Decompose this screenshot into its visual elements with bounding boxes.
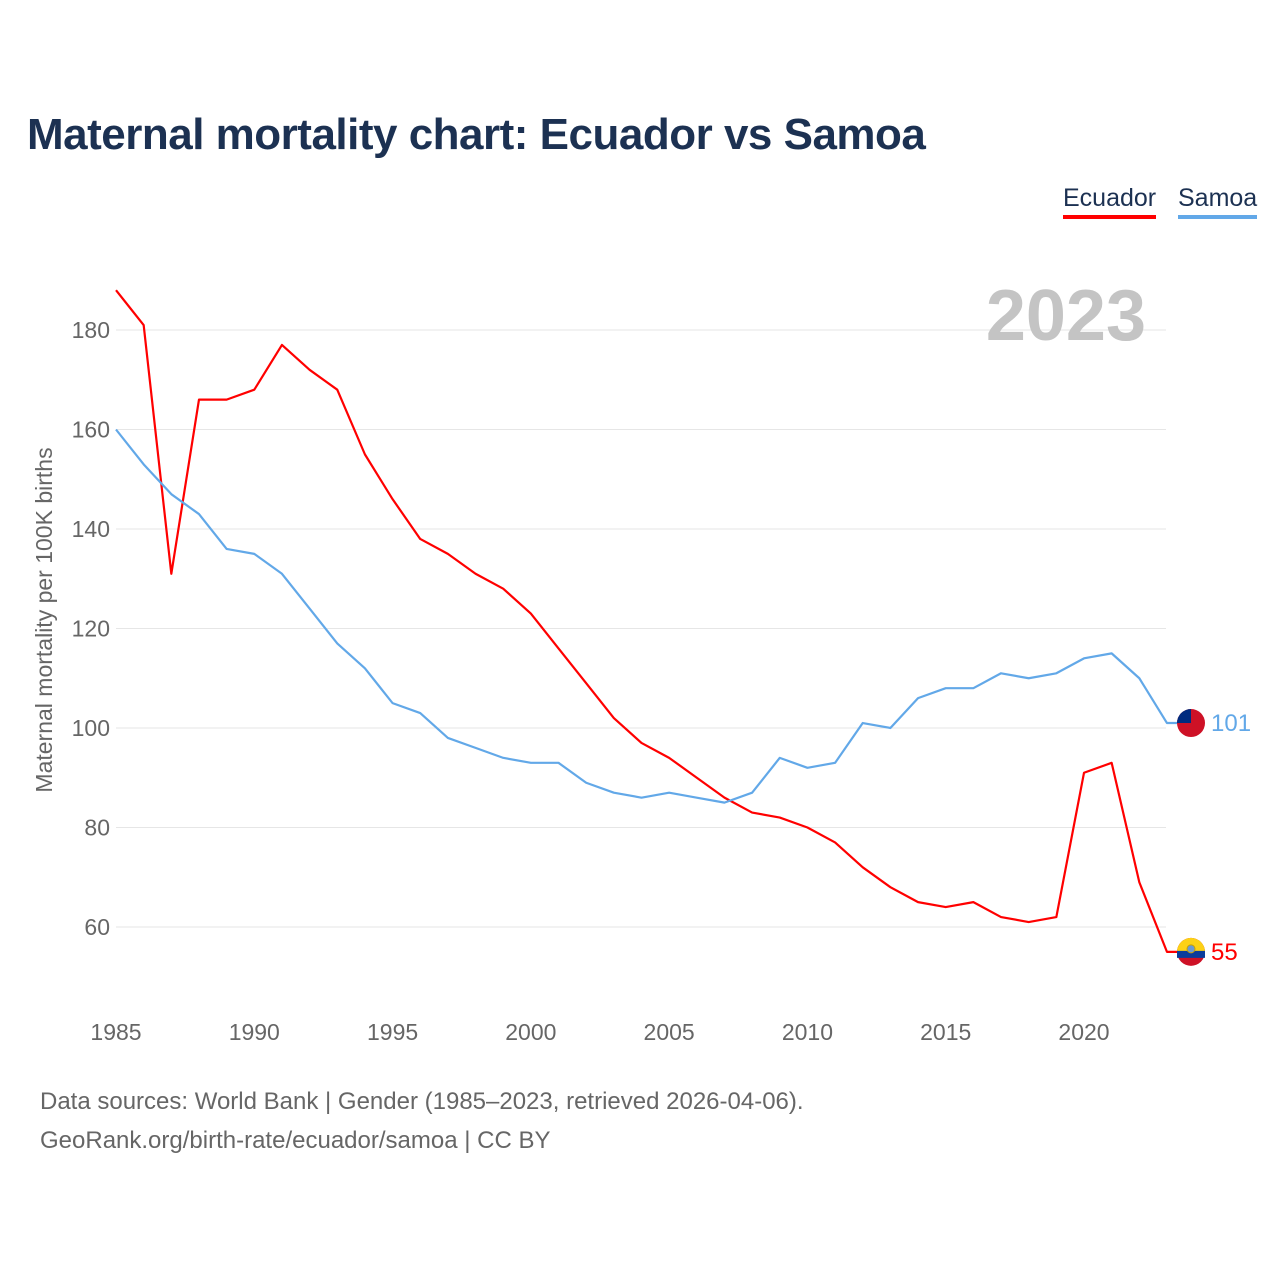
ecuador-flag-emblem xyxy=(1186,944,1196,954)
y-tick-label: 80 xyxy=(84,815,110,841)
y-tick-label: 160 xyxy=(72,417,110,443)
footer-link[interactable]: GeoRank.org/birth-rate/ecuador/samoa | C… xyxy=(40,1127,551,1154)
x-tick-label: 1995 xyxy=(367,1019,418,1045)
year-label: 2023 xyxy=(986,276,1146,356)
samoa-flag-canton xyxy=(1177,709,1191,724)
legend-samoa[interactable]: Samoa xyxy=(1178,184,1258,219)
series-line-samoa xyxy=(115,428,1179,804)
y-tick-label: 180 xyxy=(72,317,110,343)
x-tick-label: 2005 xyxy=(644,1019,695,1045)
y-tick-label: 140 xyxy=(72,516,110,542)
end-value-label-samoa: 101 xyxy=(1211,710,1251,737)
y-tick-label: 100 xyxy=(72,715,110,741)
x-tick-label: 2010 xyxy=(782,1019,833,1045)
x-tick-label: 2000 xyxy=(505,1019,556,1045)
x-tick-label: 1990 xyxy=(229,1019,280,1045)
y-tick-label: 120 xyxy=(72,616,110,642)
x-tick-label: 2020 xyxy=(1058,1019,1109,1045)
y-axis-label: Maternal mortality per 100K births xyxy=(31,447,57,792)
legend-ecuador[interactable]: Ecuador xyxy=(1063,184,1157,219)
end-value-label-ecuador: 55 xyxy=(1211,939,1238,966)
ecuador-flag-blue xyxy=(1177,950,1205,958)
footer-sources: Data sources: World Bank | Gender (1985–… xyxy=(40,1088,804,1115)
series-line-ecuador xyxy=(115,289,1179,953)
y-tick-label: 60 xyxy=(84,914,110,940)
chart-title: Maternal mortality chart: Ecuador vs Sam… xyxy=(27,110,926,159)
x-tick-label: 1985 xyxy=(90,1019,141,1045)
x-tick-label: 2015 xyxy=(920,1019,971,1045)
